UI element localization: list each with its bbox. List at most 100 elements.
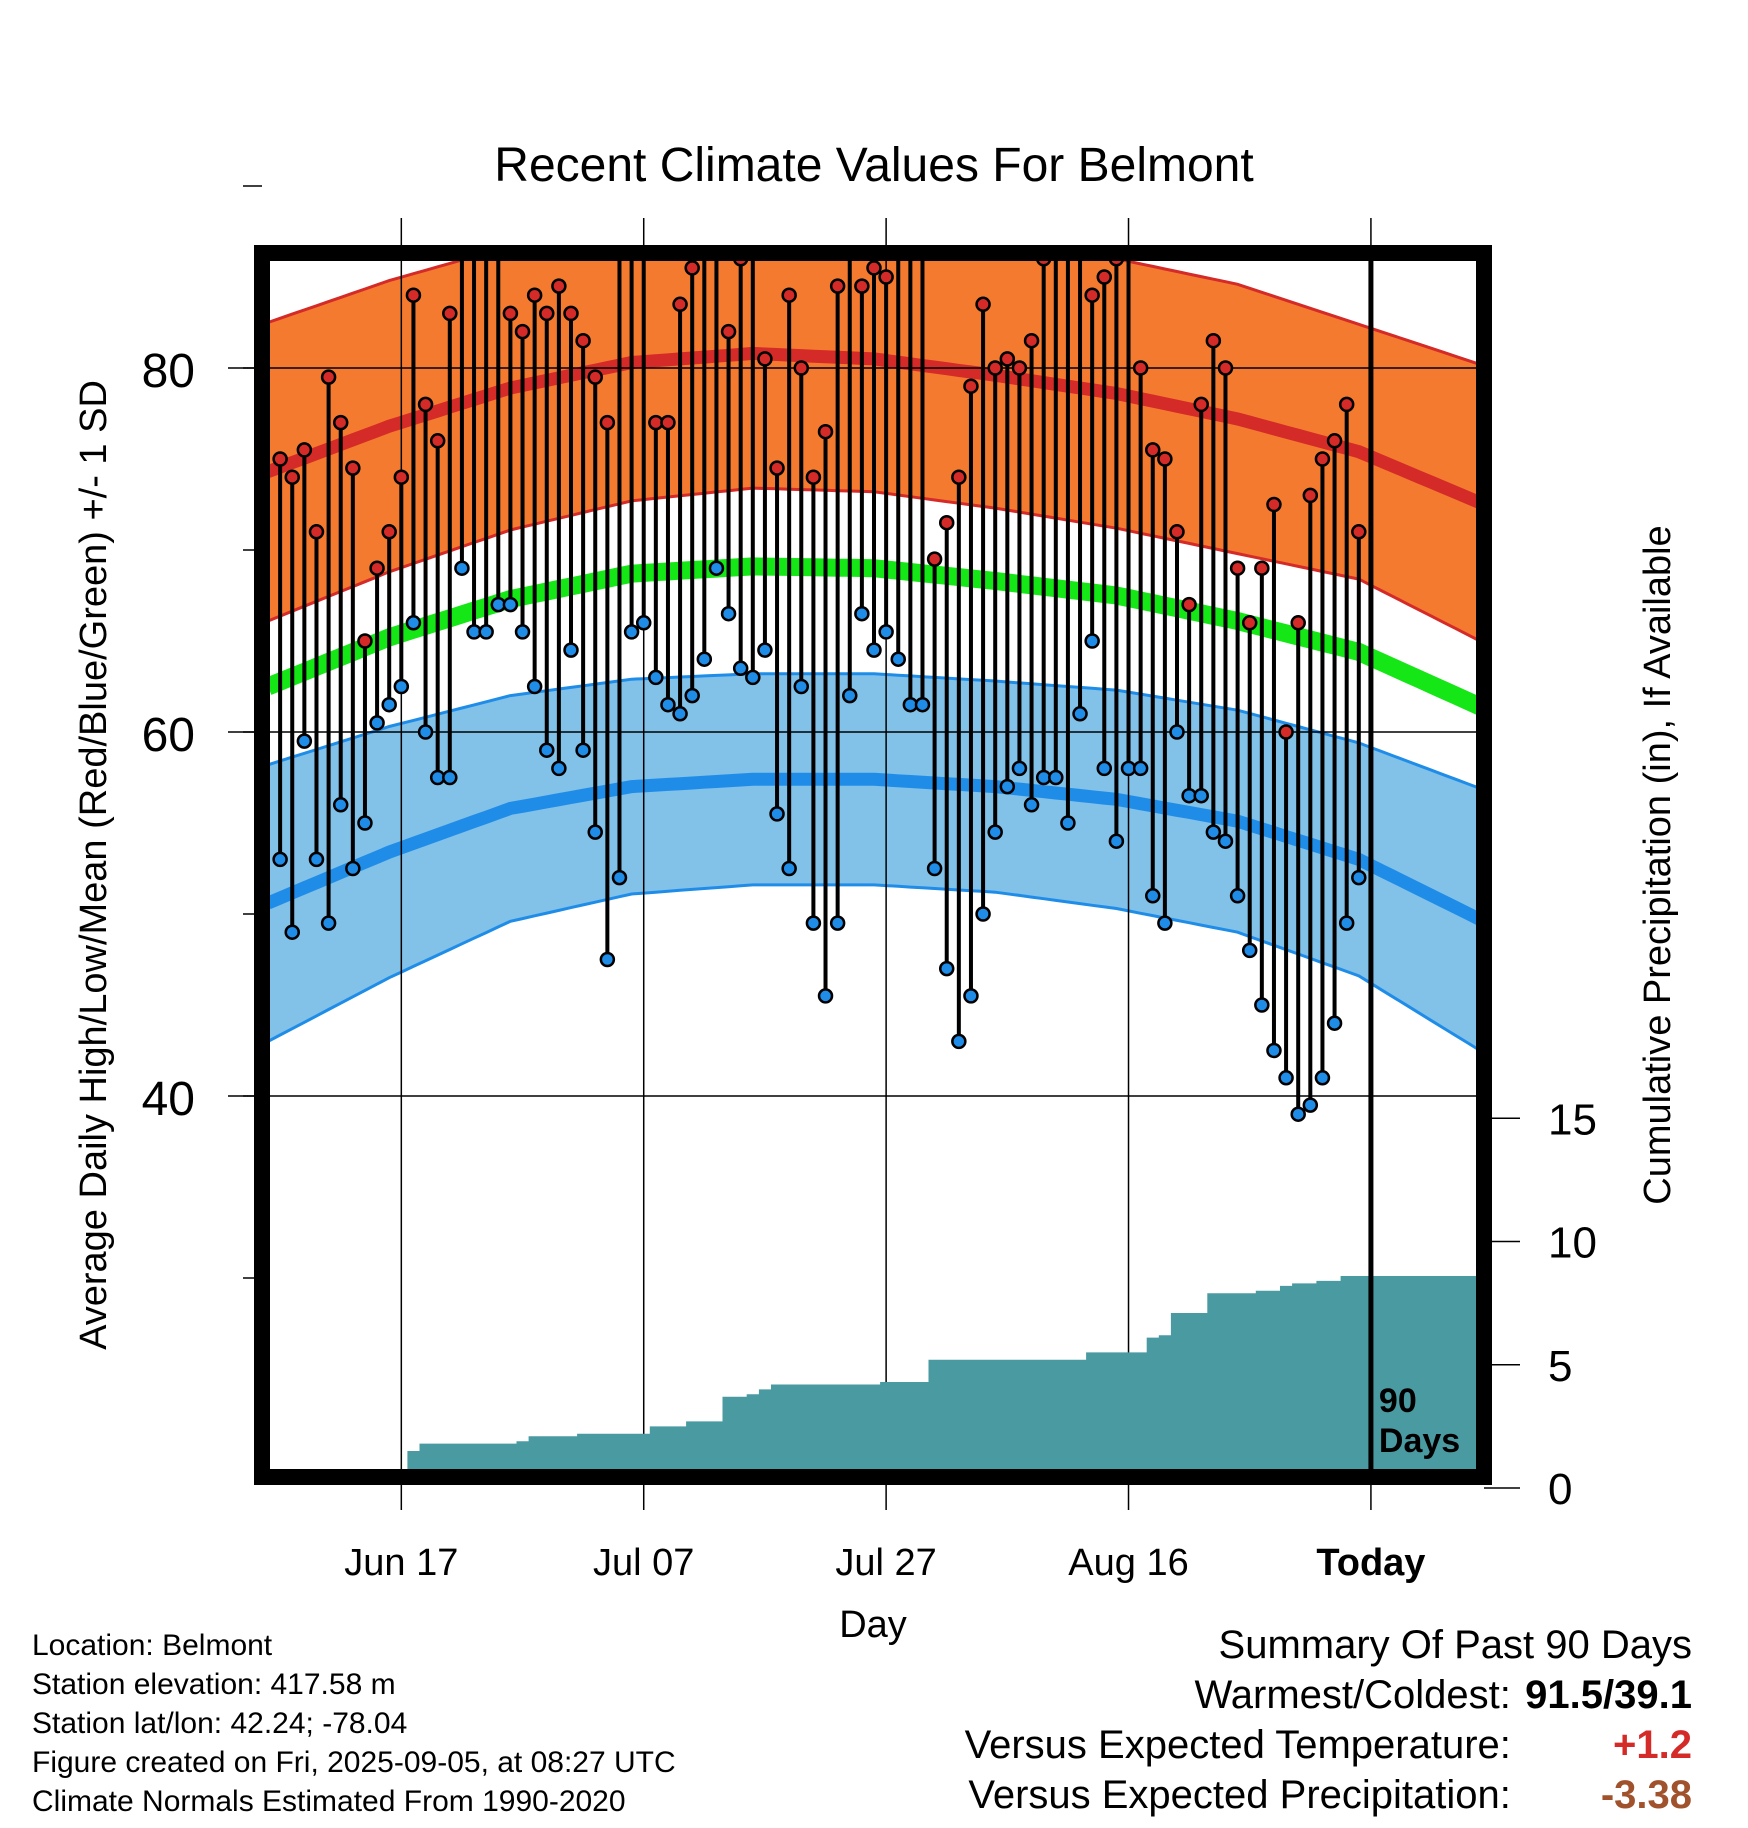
high-point — [393, 469, 410, 485]
temp-value: +1.2 — [1613, 1723, 1692, 1767]
low-point — [1338, 915, 1355, 931]
low-point — [1326, 1015, 1343, 1031]
high-point — [637, 198, 650, 211]
high-point — [805, 469, 822, 485]
high-point — [963, 378, 979, 394]
low-point — [393, 678, 410, 695]
high-point — [904, 198, 917, 211]
low-normal-band — [268, 673, 1480, 1051]
high-point — [405, 287, 422, 303]
low-point — [914, 696, 931, 713]
low-point — [1205, 824, 1222, 840]
high-point — [381, 524, 397, 540]
x-tick-label: Aug 16 — [1068, 1542, 1188, 1584]
daily-markers — [272, 198, 1367, 1122]
summary-panel: Summary Of Past 90 Days Warmest/Coldest:… — [965, 1620, 1692, 1820]
y2-tick-label: 10 — [1548, 1219, 1597, 1268]
high-point — [1338, 396, 1355, 413]
high-point — [829, 278, 846, 294]
low-point — [829, 915, 846, 931]
high-point — [1229, 560, 1246, 576]
high-point — [1011, 360, 1028, 376]
high-point — [1096, 269, 1113, 285]
low-point — [1302, 1097, 1319, 1113]
low-point — [478, 624, 494, 640]
low-point — [757, 642, 773, 658]
x-tick-label: Today — [1316, 1542, 1425, 1584]
high-point — [999, 351, 1016, 367]
high-point — [369, 560, 385, 576]
high-point — [1145, 442, 1161, 458]
high-point — [332, 414, 349, 431]
low-point — [1217, 833, 1234, 849]
low-point — [1108, 833, 1125, 849]
high-point — [320, 369, 337, 385]
high-point — [951, 469, 967, 485]
high-point — [1023, 332, 1040, 349]
low-point — [551, 760, 567, 777]
daily-range-sticks — [278, 253, 1361, 1115]
high-point — [284, 469, 300, 485]
high-point — [757, 351, 773, 367]
high-point — [1169, 524, 1185, 540]
temp-row: Versus Expected Temperature: +1.2 — [965, 1720, 1692, 1770]
low-point — [745, 669, 761, 686]
x-axis-label: Day — [839, 1604, 907, 1646]
high-point — [1302, 487, 1319, 504]
precip-value: -3.38 — [1600, 1773, 1692, 1817]
axis-labels: Jun 17 Jul 07 Jul 27 Aug 16 Today 40 60 80 0 5 10 1… — [73, 345, 1679, 1646]
high-point — [746, 216, 759, 229]
low-point — [1084, 633, 1100, 649]
high-point — [769, 460, 785, 476]
today-label-line: Days — [1379, 1422, 1460, 1460]
high-point — [720, 323, 737, 340]
high-point — [551, 278, 567, 294]
low-point — [878, 624, 894, 640]
high-point — [1278, 724, 1294, 740]
high-point — [684, 260, 700, 276]
low-point — [526, 678, 543, 695]
low-point — [769, 806, 785, 822]
low-point — [611, 869, 628, 886]
low-point — [890, 651, 906, 667]
high-point — [417, 396, 434, 413]
low-point — [1266, 1042, 1282, 1059]
low-point — [1060, 815, 1076, 831]
high-point — [1193, 396, 1209, 413]
high-point — [308, 524, 325, 540]
high-point — [1061, 198, 1074, 211]
low-point — [1254, 997, 1270, 1013]
high-point — [916, 216, 929, 229]
high-point — [272, 451, 288, 467]
x-tick-label: Jul 07 — [593, 1542, 694, 1584]
low-point — [332, 797, 349, 813]
high-point — [866, 260, 882, 276]
y-axis-label: Average Daily High/Low/Mean (Red/Blue/Gr… — [73, 380, 115, 1350]
normals-line: Climate Normals Estimated From 1990-2020 — [32, 1785, 626, 1818]
warm-cold-label: Warmest/Coldest: — [1194, 1673, 1511, 1717]
y2-tick-label: 5 — [1548, 1342, 1572, 1391]
high-point — [1049, 216, 1062, 229]
high-point — [938, 514, 955, 531]
low-point — [514, 624, 531, 640]
chart-title: Recent Climate Values For Belmont — [494, 139, 1254, 192]
low-point — [1169, 724, 1185, 740]
low-point — [926, 860, 943, 877]
created-line: Figure created on Fri, 2025-09-05, at 08… — [32, 1746, 676, 1779]
high-point — [526, 287, 543, 303]
high-point — [492, 225, 505, 238]
low-point — [817, 988, 834, 1004]
high-point — [587, 369, 603, 385]
summary-heading: Summary Of Past 90 Days — [1218, 1623, 1692, 1667]
low-normal-band-lower-edge — [267, 883, 1481, 1052]
high-point — [793, 360, 810, 376]
y2-axis-label: Cumulative Precipitation (in), If Availa… — [1637, 525, 1679, 1204]
low-point — [866, 642, 882, 658]
low-point — [296, 733, 313, 749]
low-point — [1048, 769, 1064, 786]
high-point — [345, 460, 361, 476]
high-point — [1351, 524, 1367, 540]
low-point — [720, 605, 737, 622]
low-point — [369, 715, 385, 731]
